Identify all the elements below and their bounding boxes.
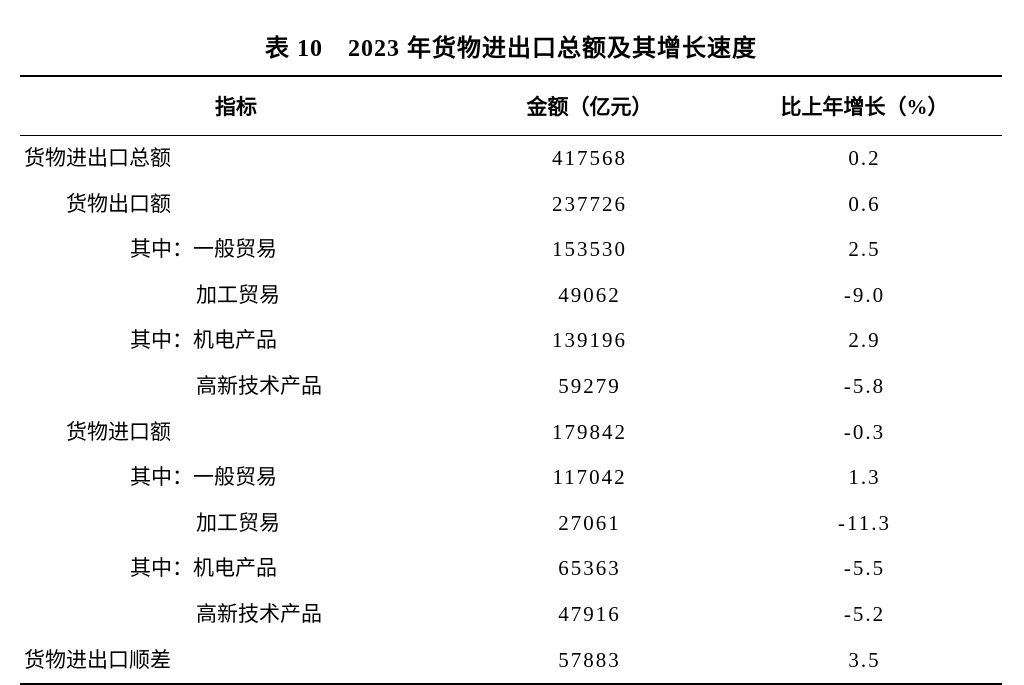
cell-indicator: 其中：一般贸易 [20, 227, 452, 273]
cell-growth: -5.2 [727, 592, 1002, 638]
col-header-indicator: 指标 [20, 76, 452, 136]
cell-amount: 27061 [452, 501, 727, 547]
cell-amount: 65363 [452, 546, 727, 592]
table-row: 货物进口额179842-0.3 [20, 410, 1002, 456]
cell-growth: -11.3 [727, 501, 1002, 547]
col-header-amount: 金额（亿元） [452, 76, 727, 136]
cell-indicator: 货物进口额 [20, 410, 452, 456]
table-row: 加工贸易49062-9.0 [20, 273, 1002, 319]
page: 表 10 2023 年货物进出口总额及其增长速度 指标 金额（亿元） 比上年增长… [0, 0, 1024, 609]
cell-amount: 139196 [452, 318, 727, 364]
cell-growth: 3.5 [727, 638, 1002, 685]
cell-amount: 47916 [452, 592, 727, 638]
cell-growth: 2.9 [727, 318, 1002, 364]
table-row: 其中：机电产品1391962.9 [20, 318, 1002, 364]
cell-amount: 117042 [452, 455, 727, 501]
cell-indicator: 其中：机电产品 [20, 546, 452, 592]
cell-growth: 1.3 [727, 455, 1002, 501]
cell-amount: 153530 [452, 227, 727, 273]
cell-growth: 0.2 [727, 136, 1002, 182]
table-row: 其中：一般贸易1170421.3 [20, 455, 1002, 501]
table-row: 其中：机电产品65363-5.5 [20, 546, 1002, 592]
trade-table: 指标 金额（亿元） 比上年增长（%） 货物进出口总额4175680.2货物出口额… [20, 75, 1002, 685]
table-row: 高新技术产品47916-5.2 [20, 592, 1002, 638]
table-row: 加工贸易27061-11.3 [20, 501, 1002, 547]
cell-amount: 49062 [452, 273, 727, 319]
table-body: 货物进出口总额4175680.2货物出口额2377260.6其中：一般贸易153… [20, 136, 1002, 685]
cell-growth: 2.5 [727, 227, 1002, 273]
table-row: 高新技术产品59279-5.8 [20, 364, 1002, 410]
cell-amount: 237726 [452, 182, 727, 228]
cell-indicator: 其中：一般贸易 [20, 455, 452, 501]
table-row: 其中：一般贸易1535302.5 [20, 227, 1002, 273]
cell-indicator: 加工贸易 [20, 501, 452, 547]
cell-indicator: 加工贸易 [20, 273, 452, 319]
cell-indicator: 高新技术产品 [20, 592, 452, 638]
table-row: 货物进出口顺差578833.5 [20, 638, 1002, 685]
table-title: 表 10 2023 年货物进出口总额及其增长速度 [20, 28, 1002, 63]
cell-growth: -0.3 [727, 410, 1002, 456]
cell-indicator: 货物出口额 [20, 182, 452, 228]
cell-growth: 0.6 [727, 182, 1002, 228]
cell-growth: -5.8 [727, 364, 1002, 410]
cell-indicator: 货物进出口顺差 [20, 638, 452, 685]
cell-amount: 59279 [452, 364, 727, 410]
cell-indicator: 高新技术产品 [20, 364, 452, 410]
cell-indicator: 货物进出口总额 [20, 136, 452, 182]
cell-indicator: 其中：机电产品 [20, 318, 452, 364]
col-header-growth: 比上年增长（%） [727, 76, 1002, 136]
table-header-row: 指标 金额（亿元） 比上年增长（%） [20, 76, 1002, 136]
table-row: 货物出口额2377260.6 [20, 182, 1002, 228]
cell-amount: 417568 [452, 136, 727, 182]
cell-amount: 179842 [452, 410, 727, 456]
cell-growth: -9.0 [727, 273, 1002, 319]
cell-amount: 57883 [452, 638, 727, 685]
cell-growth: -5.5 [727, 546, 1002, 592]
table-row: 货物进出口总额4175680.2 [20, 136, 1002, 182]
